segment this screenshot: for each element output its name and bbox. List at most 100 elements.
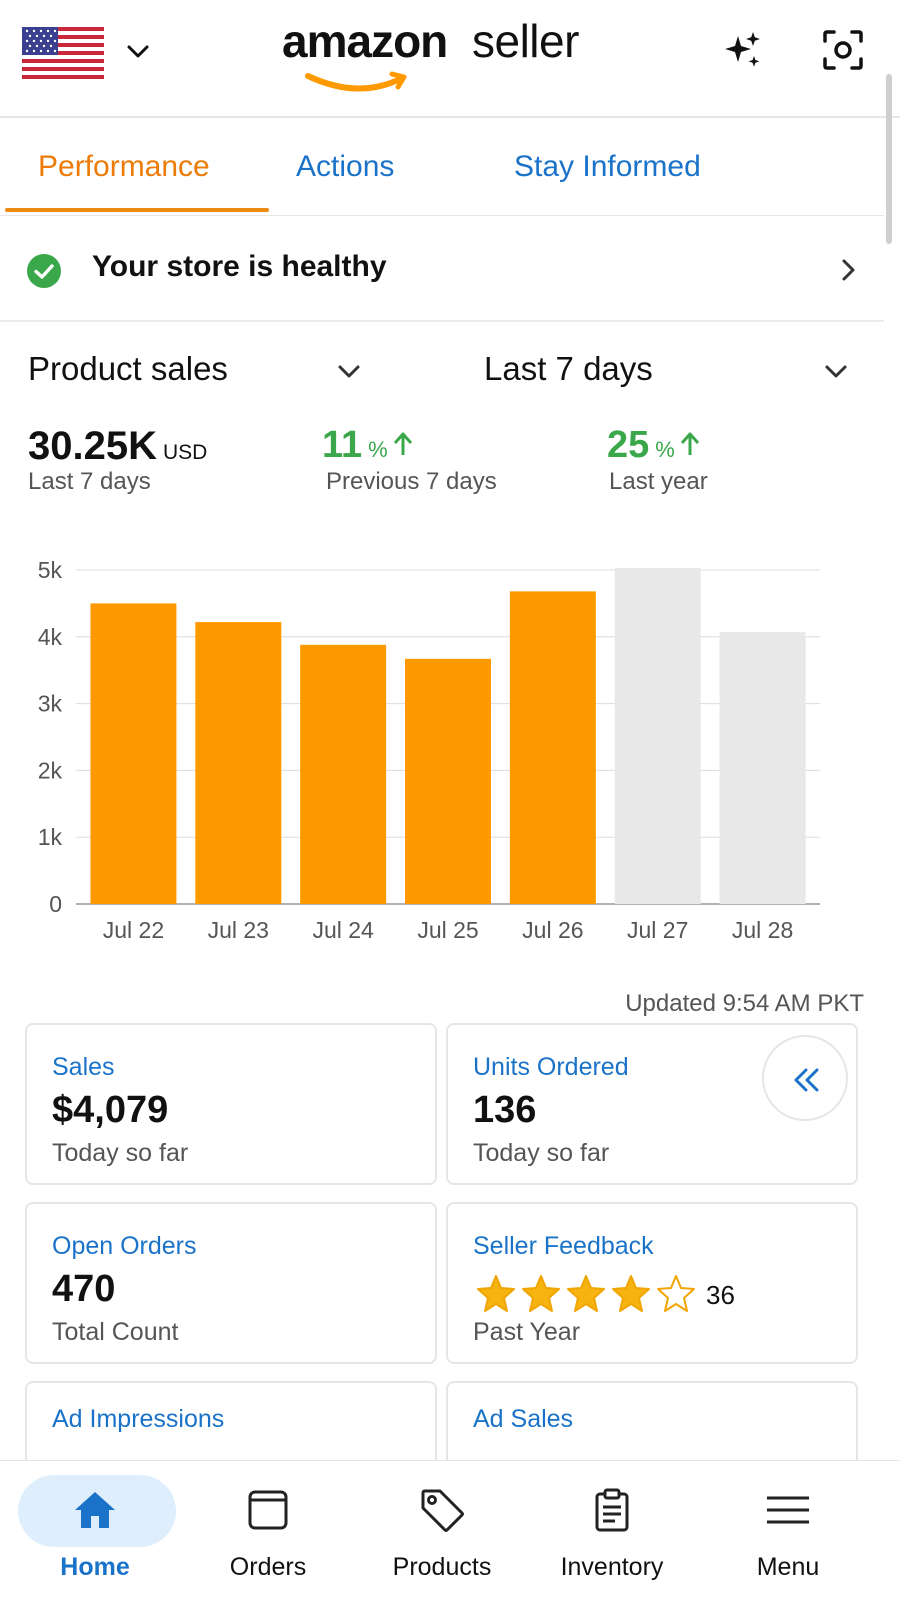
- star-filled-icon: [477, 1275, 515, 1312]
- home-icon: [75, 1492, 115, 1528]
- card-title: Ad Sales: [473, 1405, 574, 1433]
- y-tick-label: 2k: [38, 757, 63, 783]
- total-sales-value: 30.25K USD: [28, 424, 207, 469]
- nav-label: Inventory: [560, 1553, 664, 1581]
- previous-period-caption: Previous 7 days: [326, 468, 497, 495]
- nav-menu[interactable]: Menu: [703, 1461, 873, 1600]
- x-tick-label: Jul 22: [103, 917, 164, 943]
- nav-label: Products: [392, 1553, 492, 1581]
- card-subtitle: Today so far: [52, 1139, 189, 1167]
- previous-period-change: 11%: [322, 424, 414, 467]
- x-tick-label: Jul 27: [627, 917, 688, 943]
- total-sales-caption: Last 7 days: [28, 468, 151, 495]
- percent-symbol: %: [368, 437, 388, 462]
- amazon-seller-logo: amazon seller: [282, 14, 612, 94]
- date-range-dropdown[interactable]: Last 7 days: [484, 350, 653, 387]
- sales-card[interactable]: Sales $4,079 Today so far: [25, 1023, 437, 1185]
- arrow-up-icon: [393, 432, 412, 455]
- card-title: Sales: [52, 1053, 115, 1081]
- bar-jul-25[interactable]: [405, 658, 491, 904]
- y-tick-label: 0: [49, 891, 62, 917]
- us-flag-icon[interactable]: [22, 27, 104, 79]
- card-subtitle: Past Year: [473, 1318, 581, 1346]
- chevron-down-icon[interactable]: [822, 358, 850, 386]
- store-health-text: Your store is healthy: [92, 250, 387, 283]
- chart-canvas: 0 1k 2k 3k 4k 5k Jul 22 Jul 23 Jul 24 Jul 25 Jul 2…: [38, 560, 820, 943]
- scrollbar-thumb[interactable]: [886, 74, 892, 244]
- tag-icon: [421, 1489, 464, 1532]
- last-year-pct-value: 25: [607, 424, 650, 466]
- bar-jul-28[interactable]: [719, 632, 806, 904]
- hamburger-menu-icon: [767, 1496, 809, 1524]
- app-header: amazon seller: [0, 0, 900, 118]
- units-ordered-card[interactable]: Units Ordered 136 Today so far: [446, 1023, 858, 1185]
- y-tick-label: 3k: [38, 691, 63, 717]
- metric-dropdown[interactable]: Product sales: [28, 350, 228, 387]
- clipboard-icon: [595, 1488, 629, 1532]
- nav-orders[interactable]: Orders: [183, 1461, 353, 1600]
- tab-stay-informed[interactable]: Stay Informed: [514, 150, 701, 183]
- x-tick-label: Jul 24: [312, 917, 374, 943]
- tab-bar: Performance Actions Stay Informed: [0, 120, 884, 216]
- collapse-button[interactable]: [762, 1035, 848, 1121]
- last-year-change: 25%: [607, 424, 701, 467]
- chevron-down-icon[interactable]: [124, 38, 152, 66]
- x-tick-label: Jul 23: [208, 917, 269, 943]
- percent-symbol: %: [655, 437, 675, 462]
- card-title: Seller Feedback: [473, 1232, 654, 1260]
- card-value: $4,079: [52, 1089, 169, 1131]
- bar-jul-24[interactable]: [300, 644, 387, 904]
- tab-actions[interactable]: Actions: [296, 150, 395, 183]
- x-tick-label: Jul 25: [417, 917, 478, 943]
- star-filled-icon: [612, 1275, 650, 1312]
- y-tick-label: 4k: [38, 624, 63, 650]
- feedback-count: 36: [706, 1280, 735, 1310]
- tab-performance[interactable]: Performance: [38, 150, 210, 183]
- sales-bar-chart: 0 1k 2k 3k 4k 5k Jul 22 Jul 23 Jul 24 Jul 25 Jul 2…: [0, 560, 900, 960]
- nav-label: Menu: [756, 1553, 820, 1581]
- orders-box-icon: [248, 1490, 288, 1530]
- chevron-right-icon: [842, 259, 855, 281]
- nav-inventory[interactable]: Inventory: [527, 1461, 697, 1600]
- bar-jul-23[interactable]: [195, 622, 282, 904]
- y-tick-label: 5k: [38, 560, 63, 583]
- last-year-caption: Last year: [609, 468, 708, 495]
- check-circle-icon: [27, 254, 61, 288]
- logo-product: seller: [472, 15, 579, 67]
- logo-smile-icon: [305, 71, 407, 92]
- bar-jul-27[interactable]: [614, 567, 701, 904]
- double-chevron-left-icon: [794, 1068, 819, 1092]
- updated-timestamp: Updated 9:54 AM PKT: [625, 990, 864, 1017]
- arrow-up-icon: [680, 432, 699, 455]
- store-health-row[interactable]: Your store is healthy: [0, 218, 884, 322]
- total-sales-number: 30.25K: [28, 424, 157, 468]
- nav-products[interactable]: Products: [357, 1461, 527, 1600]
- chevron-down-icon[interactable]: [335, 358, 363, 386]
- seller-feedback-card[interactable]: Seller Feedback 36 Past Year: [446, 1202, 858, 1364]
- star-outline-icon: [657, 1275, 695, 1312]
- open-orders-card[interactable]: Open Orders 470 Total Count: [25, 1202, 437, 1364]
- x-tick-label: Jul 26: [522, 917, 583, 943]
- nav-label: Home: [60, 1553, 130, 1581]
- star-filled-icon: [567, 1275, 605, 1312]
- ai-sparkle-icon[interactable]: [722, 30, 764, 72]
- card-title: Ad Impressions: [52, 1405, 225, 1433]
- card-value: 470: [52, 1268, 116, 1310]
- active-tab-indicator: [5, 208, 269, 212]
- card-value: 136: [473, 1089, 537, 1131]
- previous-pct-value: 11: [322, 424, 363, 466]
- star-filled-icon: [522, 1275, 560, 1312]
- logo-brand: amazon: [282, 15, 448, 67]
- nav-label: Orders: [229, 1553, 307, 1581]
- bar-jul-22[interactable]: [90, 603, 177, 904]
- card-subtitle: Total Count: [52, 1318, 179, 1346]
- scan-camera-icon[interactable]: [822, 29, 864, 71]
- bar-jul-26[interactable]: [509, 591, 596, 904]
- nav-home[interactable]: Home: [0, 1461, 176, 1600]
- currency-unit: USD: [162, 441, 208, 464]
- card-title: Open Orders: [52, 1232, 197, 1260]
- card-subtitle: Today so far: [473, 1139, 610, 1167]
- y-tick-label: 1k: [38, 824, 63, 850]
- card-title: Units Ordered: [473, 1053, 629, 1081]
- bottom-navigation: Home Orders Products Inventory Menu: [0, 1460, 900, 1600]
